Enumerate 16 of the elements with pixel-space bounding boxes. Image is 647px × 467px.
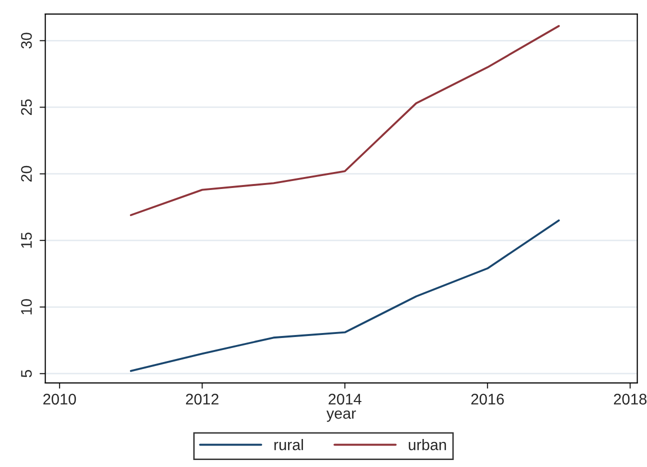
x-tick-label: 2014 (328, 394, 362, 405)
y-tick-label: 20 (21, 166, 32, 182)
x-tick-label: 2012 (186, 394, 218, 405)
x-tick-label: 2016 (471, 394, 504, 405)
line-series (130, 219, 560, 372)
y-tick-label: 5 (21, 370, 32, 378)
line-series (130, 25, 560, 216)
y-tick-label: 30 (21, 32, 32, 49)
x-axis-title: year (326, 410, 356, 422)
y-tick-label: 15 (21, 232, 32, 248)
legend-label: rural (274, 439, 303, 450)
y-tick-label: 25 (21, 99, 32, 115)
legend-label: urban (408, 439, 446, 450)
x-tick-label: 2010 (43, 394, 76, 405)
y-tick-label: 10 (21, 299, 32, 314)
x-tick-label: 2018 (614, 394, 646, 405)
